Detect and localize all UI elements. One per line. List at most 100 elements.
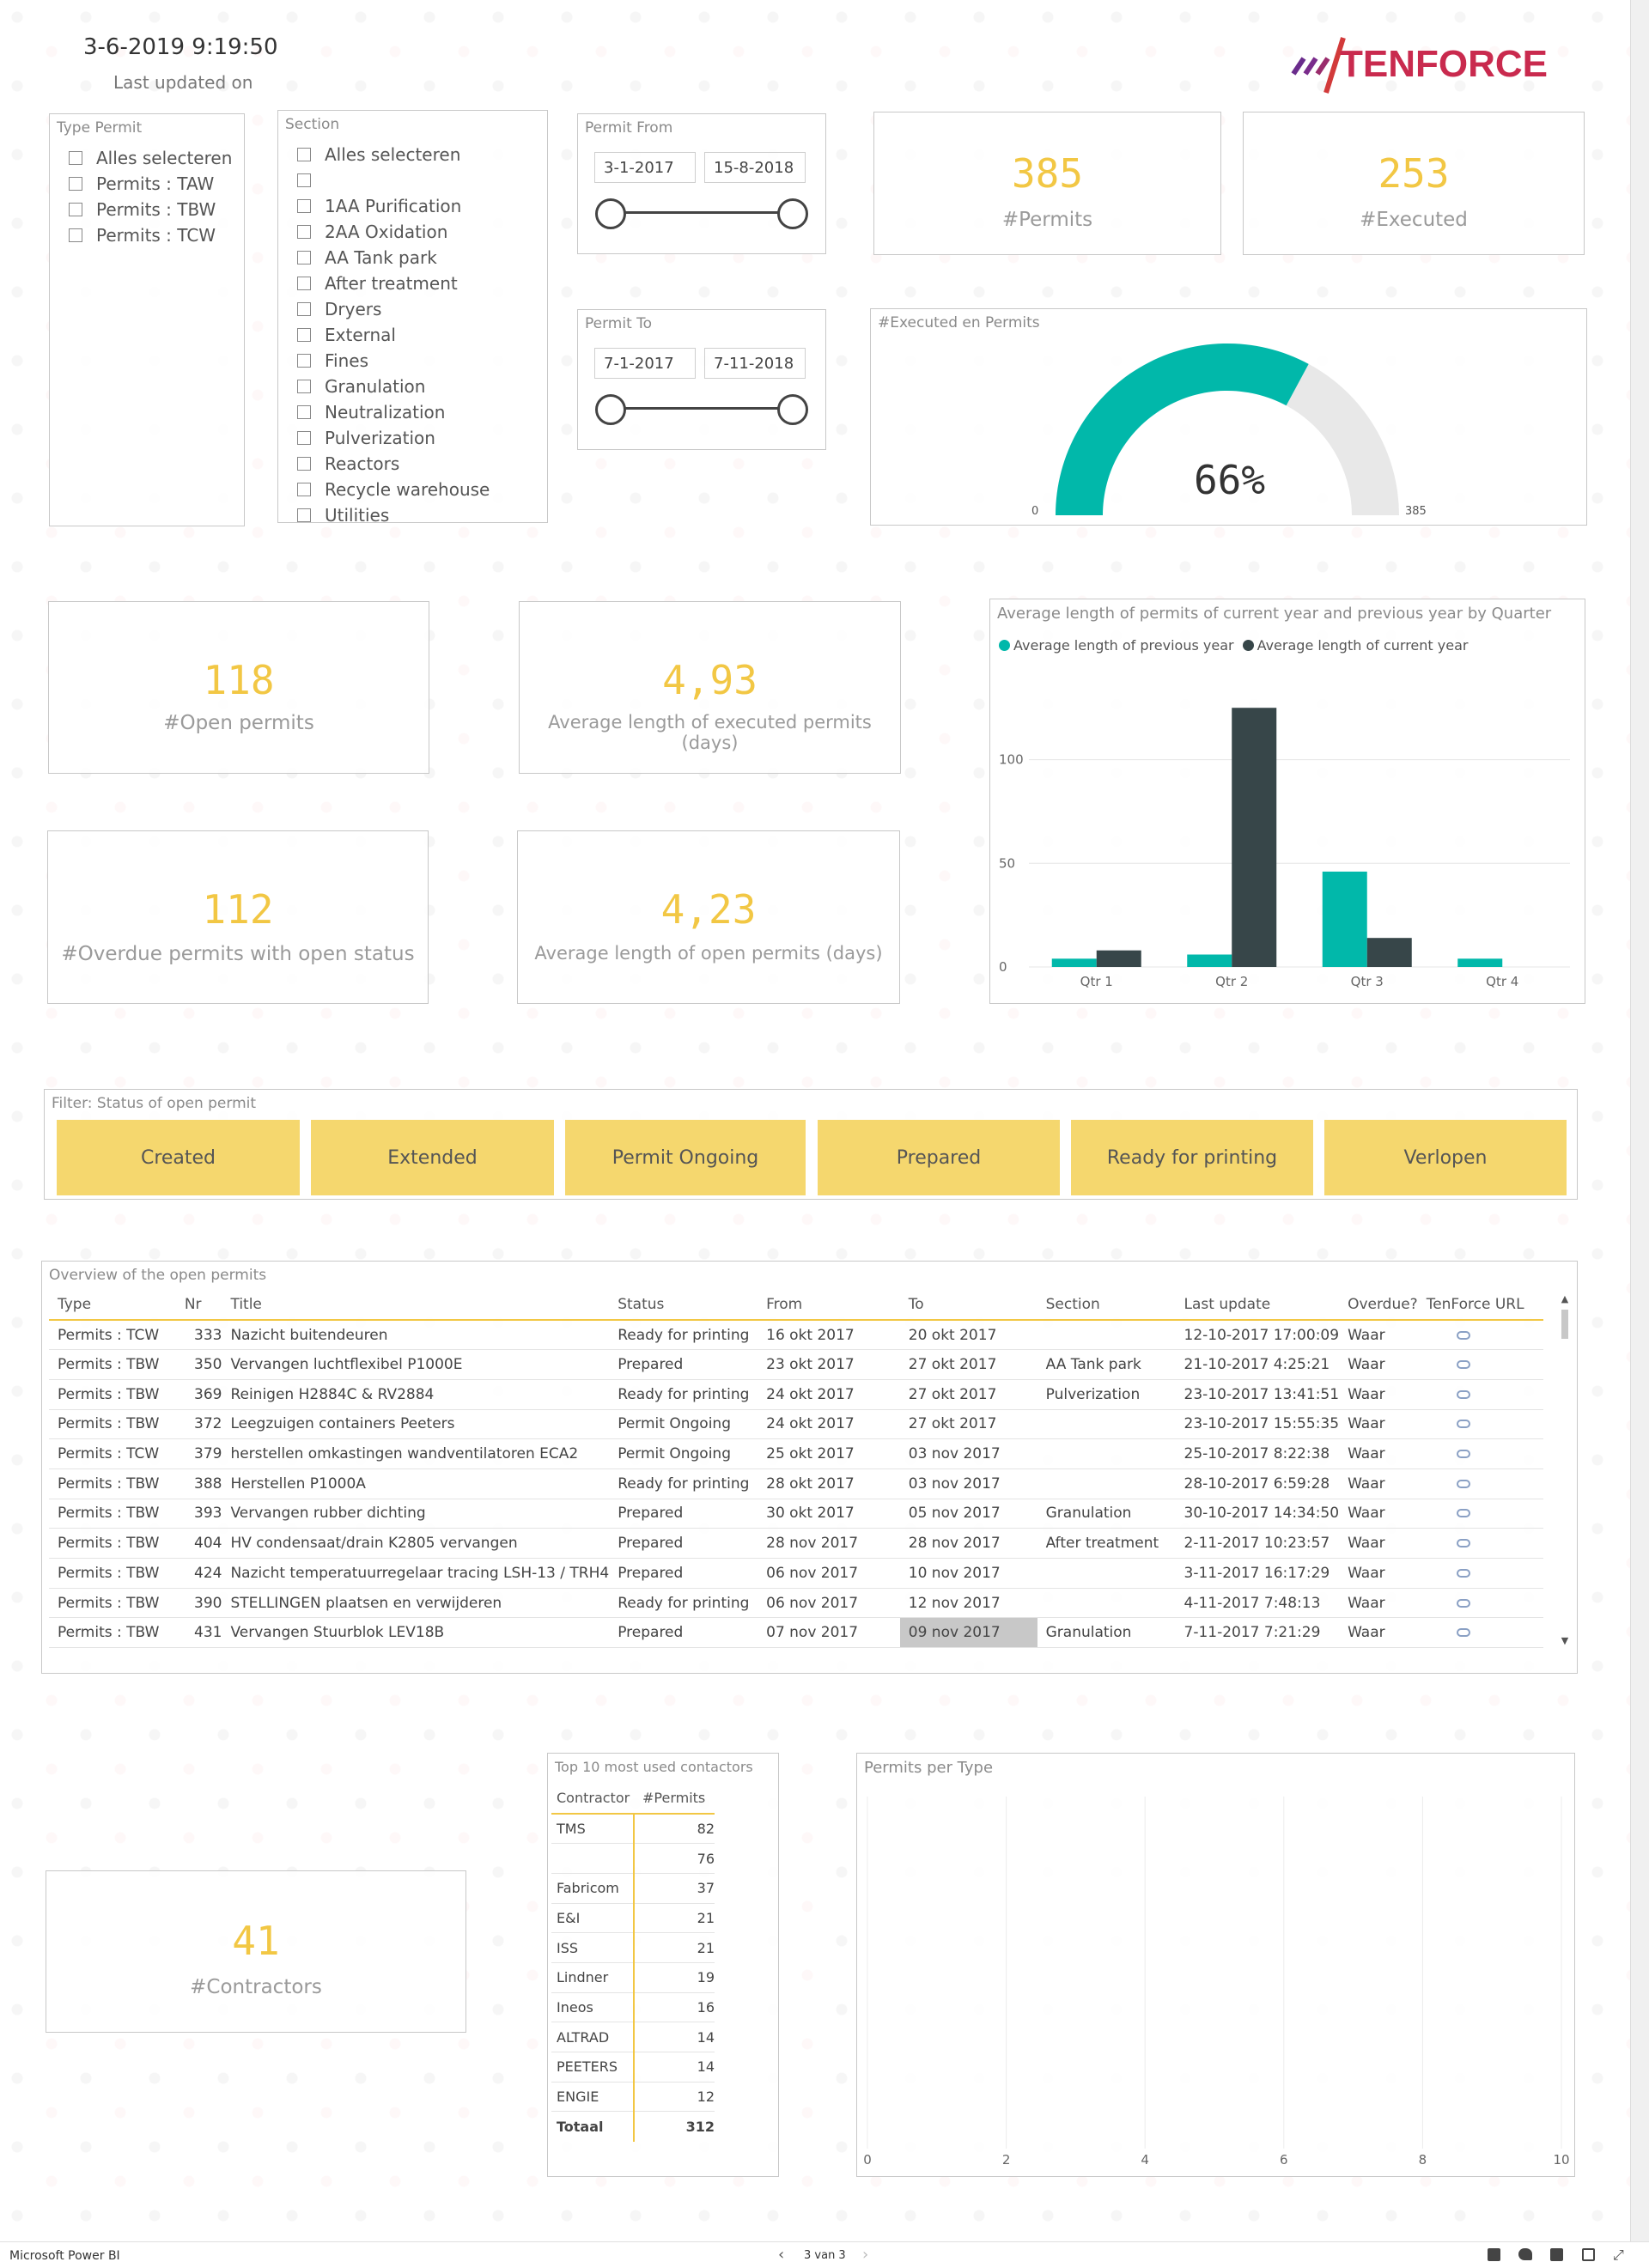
- checkbox-section-1aa-purification[interactable]: 1AA Purification: [297, 193, 490, 219]
- link-icon[interactable]: [1456, 1509, 1470, 1518]
- permit-from-slider-start-handle[interactable]: [595, 198, 626, 229]
- column-header-permits[interactable]: #Permits: [634, 1788, 715, 1815]
- permit-from-start-input[interactable]: 3-1-2017: [594, 152, 696, 183]
- column-header-title[interactable]: Title: [222, 1294, 610, 1321]
- checkbox-section-neutralization[interactable]: Neutralization: [297, 399, 490, 425]
- table-row[interactable]: 76: [551, 1843, 715, 1874]
- checkbox-section-dryers[interactable]: Dryers: [297, 296, 490, 322]
- table-row[interactable]: Permits : TBW 404 HV condensaat/drain K280…: [49, 1528, 1543, 1559]
- table-row[interactable]: Permits : TBW 390 STELLINGEN plaatsen en v…: [49, 1588, 1543, 1619]
- table-row[interactable]: ISS 21: [551, 1932, 715, 1963]
- fullscreen-icon[interactable]: ⤢: [1613, 2247, 1624, 2263]
- checkbox-permits-taw[interactable]: Permits : TAW: [69, 171, 232, 197]
- facebook-icon[interactable]: [1550, 2248, 1563, 2261]
- permit-from-slider-end-handle[interactable]: [777, 198, 808, 229]
- link-icon[interactable]: [1456, 1330, 1470, 1340]
- link-icon[interactable]: [1456, 1598, 1470, 1608]
- permit-to-slider-track[interactable]: [612, 407, 793, 410]
- kpi-card-overdue[interactable]: 112 #Overdue permits with open status: [47, 830, 429, 1004]
- filter-button-ready-for-printing[interactable]: Ready for printing: [1071, 1120, 1313, 1195]
- column-header-last-update[interactable]: Last update: [1175, 1294, 1340, 1321]
- table-row[interactable]: PEETERS 14: [551, 2052, 715, 2083]
- table-row[interactable]: Permits : TBW 424 Nazicht temperatuurregel…: [49, 1558, 1543, 1589]
- column-header-to[interactable]: To: [899, 1294, 1037, 1321]
- kpi-card-executed[interactable]: 253 #Executed: [1243, 112, 1585, 255]
- table-row[interactable]: Permits : TBW 393 Vervangen rubber dichtin…: [49, 1499, 1543, 1529]
- table-row[interactable]: Fabricom 37: [551, 1873, 715, 1904]
- table-row[interactable]: Permits : TCW 333 Nazicht buitendeuren Read…: [49, 1320, 1543, 1351]
- permit-from-end-input[interactable]: 15-8-2018: [704, 152, 806, 183]
- page-scrollbar[interactable]: [1630, 0, 1649, 2241]
- table-row[interactable]: TMS 82: [551, 1814, 715, 1845]
- checkbox-section-aa-tank-park[interactable]: AA Tank park: [297, 245, 490, 271]
- link-icon[interactable]: [1456, 1420, 1470, 1429]
- column-header-tenforce-url[interactable]: TenForce URL: [1417, 1294, 1543, 1321]
- link-icon[interactable]: [1456, 1568, 1470, 1578]
- checkbox-section-blank[interactable]: [297, 167, 490, 193]
- link-icon[interactable]: [1456, 1450, 1470, 1459]
- table-row[interactable]: Permits : TBW 350 Vervangen luchtflexibel …: [49, 1349, 1543, 1380]
- checkbox-alles-selecteren[interactable]: Alles selecteren: [69, 145, 232, 171]
- checkbox-section-2aa-oxidation[interactable]: 2AA Oxidation: [297, 219, 490, 245]
- filter-button-verlopen[interactable]: Verlopen: [1324, 1120, 1567, 1195]
- permit-to-start-input[interactable]: 7-1-2017: [594, 348, 696, 379]
- permit-to-end-input[interactable]: 7-11-2018: [704, 348, 806, 379]
- checkbox-section-recycle-warehouse[interactable]: Recycle warehouse: [297, 477, 490, 502]
- link-icon[interactable]: [1456, 1360, 1470, 1370]
- kpi-card-contractors[interactable]: 41 #Contractors: [46, 1870, 466, 2033]
- scroll-down-icon[interactable]: ▼: [1561, 1635, 1569, 1646]
- table-row[interactable]: Permits : TBW 431 Vervangen Stuurblok LEV1…: [49, 1617, 1543, 1649]
- checkbox-section-granulation[interactable]: Granulation: [297, 374, 490, 399]
- link-icon[interactable]: [1456, 1539, 1470, 1548]
- table-row[interactable]: E&I 21: [551, 1903, 715, 1934]
- table-row[interactable]: Permits : TBW 372 Leegzuigen containers Pe…: [49, 1409, 1543, 1440]
- table-scrollbar[interactable]: ▲ ▼: [1560, 1294, 1570, 1646]
- table-row[interactable]: Permits : TCW 379 herstellen omkastingen w…: [49, 1438, 1543, 1469]
- checkbox-section-utilities[interactable]: Utilities: [297, 502, 490, 528]
- filter-button-created[interactable]: Created: [57, 1120, 300, 1195]
- table-row[interactable]: Permits : TBW 369 Reinigen H2884C & RV2884…: [49, 1379, 1543, 1410]
- bar-previous-2[interactable]: [1187, 954, 1232, 967]
- bar-previous-1[interactable]: [1051, 958, 1097, 967]
- bar-current-1[interactable]: [1096, 950, 1141, 967]
- bar-current-3[interactable]: [1366, 938, 1412, 967]
- next-page-icon[interactable]: ›: [862, 2246, 869, 2264]
- table-row[interactable]: Permits : TBW 388 Herstellen P1000A Ready f…: [49, 1468, 1543, 1499]
- checkbox-permits-tbw[interactable]: Permits : TBW: [69, 197, 232, 222]
- column-header-contractor[interactable]: Contractor: [551, 1788, 634, 1815]
- column-header-overdue[interactable]: Overdue?: [1339, 1294, 1418, 1321]
- checkbox-section-after-treatment[interactable]: After treatment: [297, 271, 490, 296]
- twitter-icon[interactable]: [1518, 2248, 1532, 2260]
- checkbox-section-external[interactable]: External: [297, 322, 490, 348]
- checkbox-section-alles-selecteren[interactable]: Alles selecteren: [297, 142, 490, 167]
- permits-per-type-chart[interactable]: Permits per Type 0 2 4 6 8 10: [856, 1753, 1575, 2177]
- table-row[interactable]: ALTRAD 14: [551, 2022, 715, 2052]
- executed-gauge[interactable]: #Executed en Permits 66% 0 385: [870, 308, 1587, 526]
- link-icon[interactable]: [1456, 1389, 1470, 1399]
- column-header-section[interactable]: Section: [1037, 1294, 1176, 1321]
- table-row[interactable]: ENGIE 12: [551, 2082, 715, 2113]
- kpi-card-avg-executed[interactable]: 4,93 Average length of executed permits …: [519, 601, 901, 774]
- bar-previous-4[interactable]: [1457, 958, 1503, 967]
- column-header-nr[interactable]: Nr: [175, 1294, 222, 1321]
- share-icon[interactable]: [1582, 2248, 1595, 2261]
- permit-to-slider-start-handle[interactable]: [595, 394, 626, 425]
- linkedin-icon[interactable]: [1488, 2248, 1500, 2261]
- prev-page-icon[interactable]: ‹: [778, 2246, 785, 2264]
- bar-previous-3[interactable]: [1322, 871, 1367, 967]
- kpi-card-open-permits[interactable]: 118 #Open permits: [48, 601, 429, 774]
- scroll-up-icon[interactable]: ▲: [1561, 1293, 1569, 1304]
- column-header-type[interactable]: Type: [49, 1294, 176, 1321]
- checkbox-section-pulverization[interactable]: Pulverization: [297, 425, 490, 451]
- avg-length-bar-chart[interactable]: Average length of permits of current yea…: [989, 599, 1585, 1004]
- link-icon[interactable]: [1456, 1479, 1470, 1488]
- checkbox-permits-tcw[interactable]: Permits : TCW: [69, 222, 232, 248]
- kpi-card-avg-open[interactable]: 4,23 Average length of open permits (day…: [517, 830, 900, 1004]
- column-header-from[interactable]: From: [758, 1294, 900, 1321]
- kpi-card-permits[interactable]: 385 #Permits: [873, 112, 1221, 255]
- column-header-status[interactable]: Status: [609, 1294, 758, 1321]
- checkbox-section-reactors[interactable]: Reactors: [297, 451, 490, 477]
- scrollbar-thumb[interactable]: [1561, 1310, 1568, 1339]
- filter-button-permit-ongoing[interactable]: Permit Ongoing: [565, 1120, 806, 1195]
- permit-to-slider-end-handle[interactable]: [777, 394, 808, 425]
